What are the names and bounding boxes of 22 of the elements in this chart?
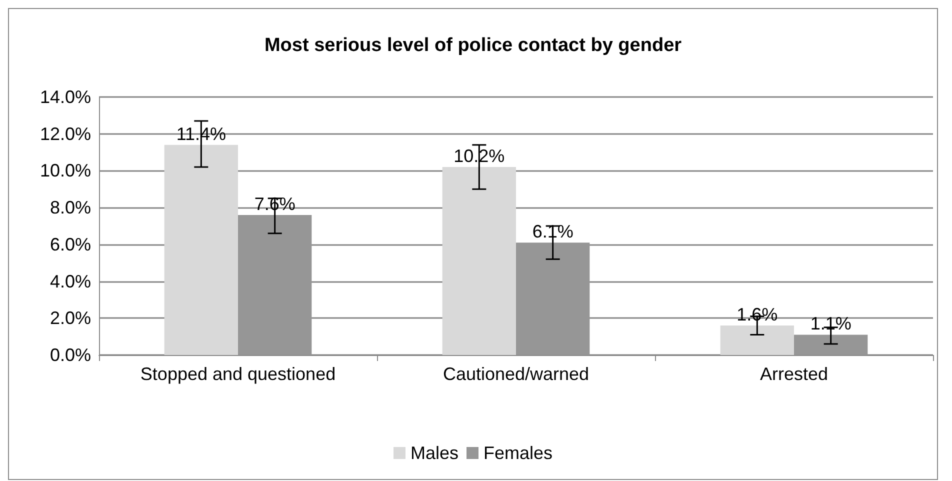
data-label: 1.1%	[810, 314, 852, 334]
chart-title: Most serious level of police contact by gender	[264, 35, 682, 56]
bar	[720, 326, 794, 355]
y-tick-label: 2.0%	[50, 308, 91, 328]
bar	[794, 334, 868, 355]
y-tick-label: 8.0%	[50, 198, 91, 218]
x-tick-label: Arrested	[760, 364, 828, 384]
y-tick-label: 6.0%	[50, 234, 91, 254]
y-tick-label: 12.0%	[40, 124, 91, 144]
x-tick-label: Cautioned/warned	[442, 364, 590, 384]
bar	[238, 214, 312, 355]
data-label: 1.6%	[736, 304, 778, 325]
legend-label: Males	[410, 443, 458, 463]
bar	[516, 242, 590, 355]
x-tick-label: Stopped and questioned	[140, 364, 336, 384]
y-tick-label: 10.0%	[40, 160, 91, 181]
legend-label: Females	[483, 443, 553, 463]
bar	[164, 144, 238, 355]
y-tick-label: 4.0%	[50, 271, 91, 292]
bar	[442, 167, 516, 355]
y-tick-label: 14.0%	[40, 87, 91, 107]
y-tick-label: 0.0%	[50, 345, 91, 365]
